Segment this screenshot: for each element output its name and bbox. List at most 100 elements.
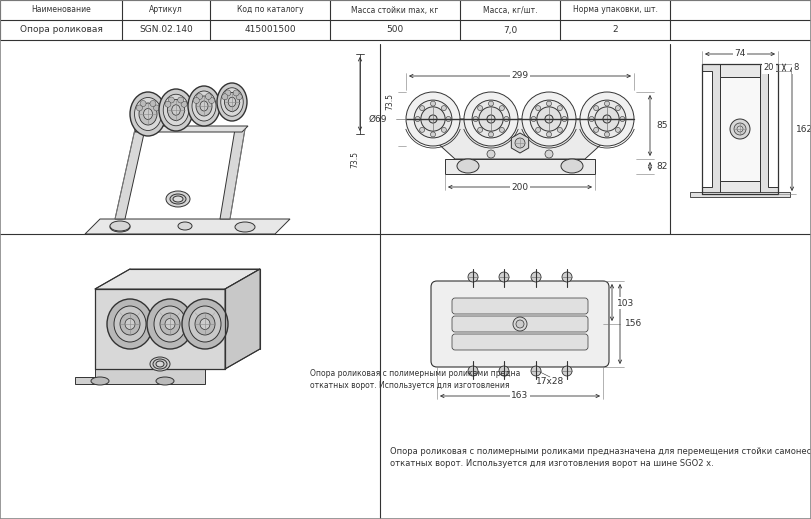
Circle shape — [604, 132, 610, 137]
Ellipse shape — [196, 96, 212, 116]
Ellipse shape — [130, 92, 166, 136]
Text: 8: 8 — [793, 63, 799, 73]
Circle shape — [478, 127, 483, 132]
Text: 17x28: 17x28 — [536, 376, 564, 386]
Circle shape — [468, 366, 478, 376]
Circle shape — [522, 92, 576, 146]
Circle shape — [535, 127, 541, 132]
Text: Код по каталогу: Код по каталогу — [237, 6, 303, 15]
FancyBboxPatch shape — [452, 298, 588, 314]
Ellipse shape — [110, 222, 130, 232]
Polygon shape — [75, 369, 205, 384]
Circle shape — [557, 127, 562, 132]
Circle shape — [545, 150, 553, 158]
Circle shape — [594, 106, 599, 111]
Ellipse shape — [153, 359, 167, 369]
Circle shape — [562, 272, 572, 282]
Text: 415001500: 415001500 — [244, 25, 296, 34]
Circle shape — [531, 272, 541, 282]
Text: 103: 103 — [617, 298, 635, 307]
Text: 163: 163 — [512, 391, 529, 401]
Text: 299: 299 — [512, 72, 529, 80]
Polygon shape — [720, 77, 760, 181]
Text: 73.5: 73.5 — [350, 151, 359, 168]
Ellipse shape — [125, 319, 135, 330]
Ellipse shape — [156, 361, 164, 367]
Ellipse shape — [225, 90, 231, 96]
Circle shape — [406, 92, 460, 146]
Polygon shape — [512, 133, 529, 153]
Circle shape — [464, 92, 518, 146]
Ellipse shape — [165, 101, 171, 107]
Ellipse shape — [166, 191, 190, 207]
Polygon shape — [720, 64, 760, 77]
Text: откатных ворот. Используется для изготовления ворот на шине SGO2 x.: откатных ворот. Используется для изготов… — [390, 458, 714, 468]
Text: 200: 200 — [512, 183, 529, 192]
Ellipse shape — [140, 101, 146, 106]
FancyBboxPatch shape — [452, 316, 588, 332]
Circle shape — [535, 106, 541, 111]
Circle shape — [419, 127, 425, 132]
Ellipse shape — [561, 159, 583, 173]
Circle shape — [562, 366, 572, 376]
Circle shape — [500, 127, 504, 132]
Ellipse shape — [173, 196, 183, 202]
Ellipse shape — [114, 306, 146, 342]
Circle shape — [431, 101, 436, 106]
Circle shape — [547, 132, 551, 137]
Circle shape — [562, 116, 567, 121]
Ellipse shape — [200, 101, 208, 111]
Circle shape — [557, 106, 562, 111]
Ellipse shape — [189, 306, 221, 342]
Text: 82: 82 — [656, 162, 667, 171]
Circle shape — [594, 127, 599, 132]
Polygon shape — [720, 181, 760, 194]
Ellipse shape — [163, 94, 189, 126]
Ellipse shape — [170, 194, 186, 204]
Polygon shape — [760, 64, 778, 194]
Polygon shape — [411, 119, 629, 159]
Polygon shape — [85, 219, 290, 234]
Circle shape — [513, 317, 527, 331]
Circle shape — [468, 272, 478, 282]
Ellipse shape — [159, 89, 193, 131]
Circle shape — [487, 115, 495, 123]
Ellipse shape — [150, 101, 156, 106]
Circle shape — [537, 107, 561, 131]
Polygon shape — [225, 269, 260, 369]
Ellipse shape — [144, 108, 152, 119]
Bar — [445, 159, 595, 174]
Ellipse shape — [107, 299, 153, 349]
Ellipse shape — [135, 98, 161, 130]
Circle shape — [487, 150, 495, 158]
Polygon shape — [95, 269, 260, 289]
Ellipse shape — [178, 97, 183, 103]
Ellipse shape — [196, 93, 203, 100]
Polygon shape — [702, 64, 720, 194]
Text: SGN.02.140: SGN.02.140 — [139, 25, 193, 34]
Circle shape — [531, 366, 541, 376]
Text: Масса стойки max, кг: Масса стойки max, кг — [351, 6, 439, 15]
Circle shape — [616, 127, 620, 132]
Circle shape — [473, 116, 478, 121]
Text: 20: 20 — [764, 63, 775, 73]
Circle shape — [488, 132, 494, 137]
Polygon shape — [135, 126, 248, 132]
Ellipse shape — [91, 377, 109, 385]
Ellipse shape — [195, 313, 215, 335]
Text: Масса, кг/шт.: Масса, кг/шт. — [483, 6, 537, 15]
Circle shape — [545, 115, 553, 123]
Ellipse shape — [139, 103, 157, 125]
Text: Норма упаковки, шт.: Норма упаковки, шт. — [573, 6, 658, 15]
Circle shape — [499, 272, 509, 282]
Ellipse shape — [225, 92, 239, 112]
FancyBboxPatch shape — [452, 334, 588, 350]
Text: Опора роликовая: Опора роликовая — [19, 25, 102, 34]
Ellipse shape — [236, 94, 242, 100]
Circle shape — [441, 106, 446, 111]
Circle shape — [472, 100, 510, 138]
Ellipse shape — [136, 105, 143, 111]
Text: Опора роликовая с полимерными роликами предназначена для перемещения стойки само: Опора роликовая с полимерными роликами п… — [390, 446, 811, 456]
Ellipse shape — [221, 88, 243, 116]
Text: 156: 156 — [625, 320, 642, 329]
